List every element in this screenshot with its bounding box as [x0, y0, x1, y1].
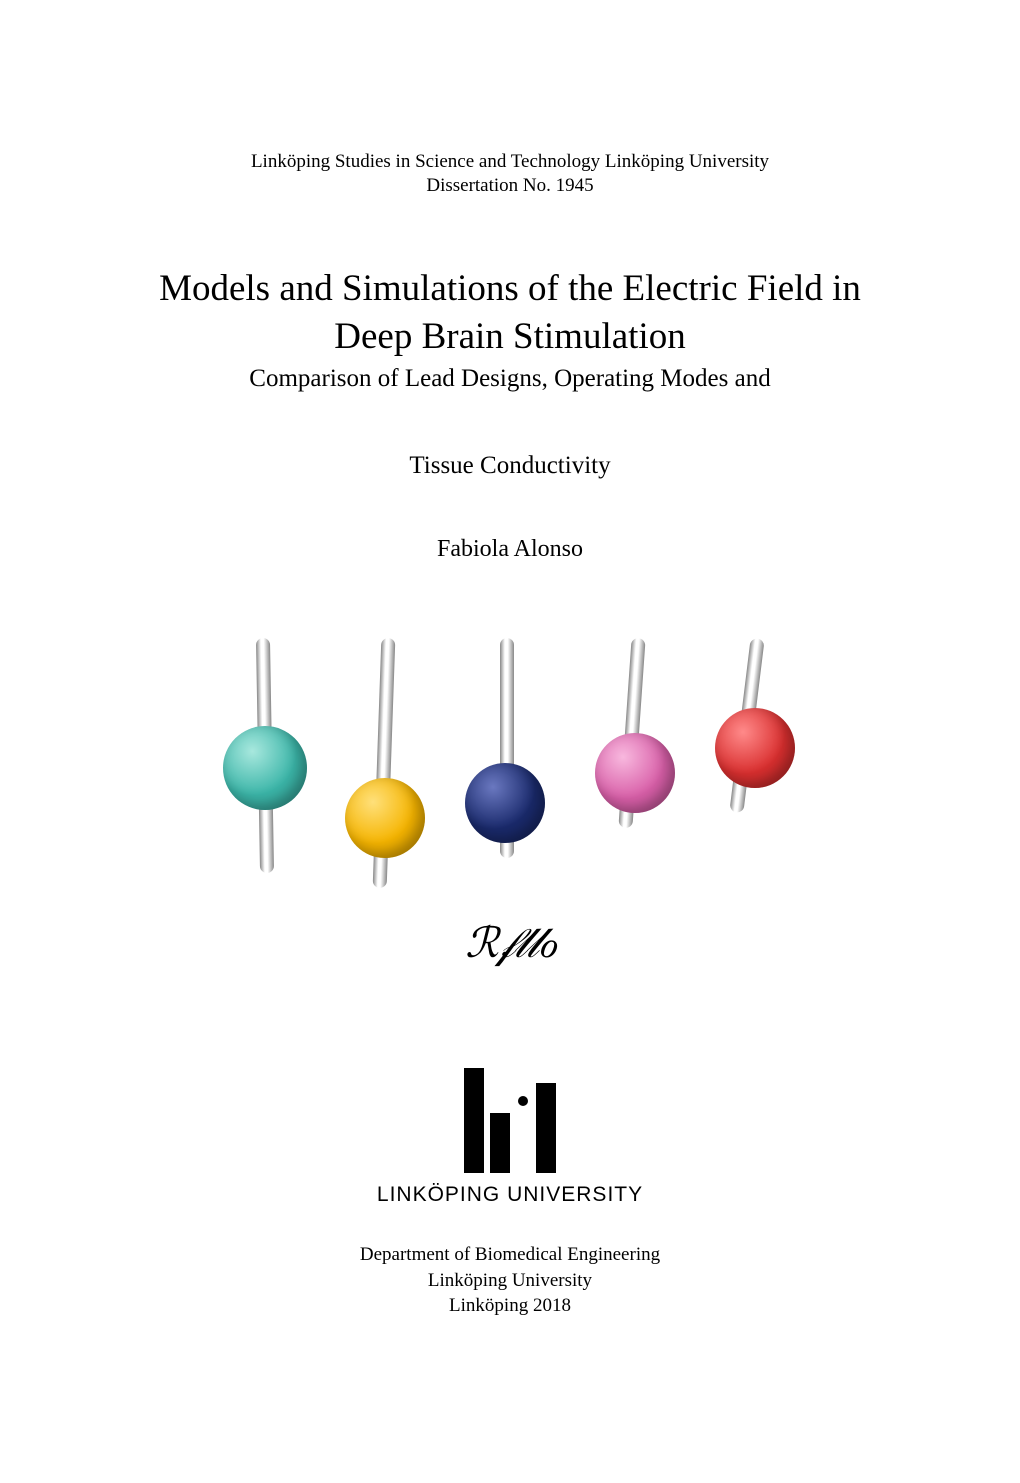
department-line-3: Linköping 2018	[360, 1293, 660, 1319]
signature-glyph: ℛ𝒻𝓁𝓁ℴ	[195, 918, 825, 968]
field-blob	[345, 778, 425, 858]
logo-text: LINKÖPING UNIVERSITY	[377, 1183, 643, 1207]
logo-bar	[536, 1083, 556, 1173]
cover-figure: ℛ𝒻𝓁𝓁ℴ	[195, 638, 825, 968]
author-name: Fabiola Alonso	[437, 536, 583, 563]
department-block: Department of Biomedical Engineering Lin…	[360, 1242, 660, 1319]
logo-dot	[518, 1096, 528, 1106]
field-blob	[465, 763, 545, 843]
field-blob	[715, 708, 795, 788]
subtitle-line-2: Tissue Conductivity	[409, 450, 610, 481]
title-line-2: Deep Brain Stimulation	[334, 315, 685, 359]
subtitle-line-1: Comparison of Lead Designs, Operating Mo…	[249, 363, 770, 394]
department-line-1: Department of Biomedical Engineering	[360, 1242, 660, 1268]
logo-bar	[490, 1113, 510, 1173]
field-blob	[595, 733, 675, 813]
field-blob	[223, 726, 307, 810]
series-line: Linköping Studies in Science and Technol…	[251, 150, 769, 175]
title-page: Linköping Studies in Science and Technol…	[0, 0, 1020, 1483]
dissertation-number: Dissertation No. 1945	[426, 175, 593, 197]
logo-bar	[464, 1068, 484, 1173]
university-logo: LINKÖPING UNIVERSITY	[377, 1068, 643, 1207]
title-line-1: Models and Simulations of the Electric F…	[159, 267, 861, 311]
department-line-2: Linköping University	[360, 1268, 660, 1294]
logo-bars	[464, 1068, 556, 1173]
